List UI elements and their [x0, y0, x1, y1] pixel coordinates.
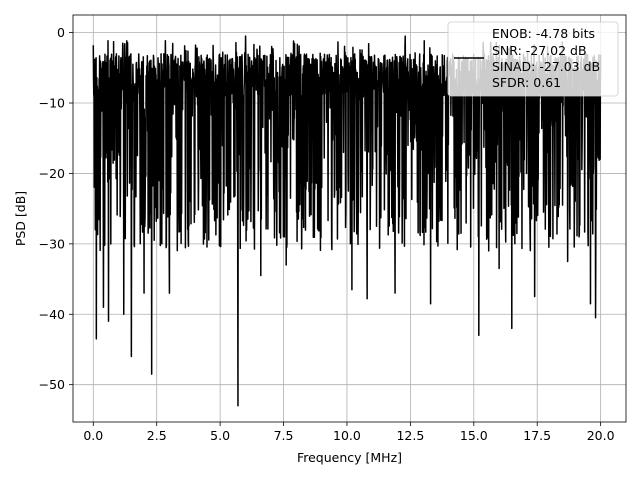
x-tick-label: 2.5: [147, 428, 167, 443]
legend-entry-sinad: SINAD: -27.03 dB: [492, 59, 600, 74]
x-tick-label: 10.0: [333, 428, 361, 443]
y-tick-label: −50: [39, 377, 65, 392]
series-layer: [92, 35, 602, 407]
x-tick-label: 0.0: [83, 428, 103, 443]
x-tick-label: 12.5: [396, 428, 424, 443]
plot-frame: [72, 14, 627, 423]
axis-ticks: [69, 32, 602, 426]
legend-box: [447, 21, 619, 97]
x-tick-label: 20.0: [587, 428, 615, 443]
y-tick-label: −30: [39, 236, 65, 251]
y-tick-label: −10: [39, 96, 65, 111]
x-tick-label: 5.0: [210, 428, 230, 443]
x-axis-label: Frequency [MHz]: [297, 450, 402, 465]
legend-entry-enob: ENOB: -4.78 bits: [492, 26, 595, 41]
x-tick-label: 15.0: [460, 428, 488, 443]
legend: ENOB: -4.78 bits SNR: -27.02 dB SINAD: -…: [447, 21, 619, 97]
legend-entry-sfdr: SFDR: 0.61: [492, 75, 561, 90]
y-tick-label: −20: [39, 166, 65, 181]
x-tick-label: 17.5: [523, 428, 551, 443]
y-axis-label: PSD [dB]: [13, 191, 28, 246]
x-tick-label: 7.5: [274, 428, 294, 443]
legend-entry-snr: SNR: -27.02 dB: [492, 43, 587, 58]
tick-labels: 0.0 2.5 5.0 7.5 10.0 12.5 15.0 17.5 20.0 0 −10 −20 −…: [39, 25, 615, 443]
psd-series-line: [92, 35, 602, 407]
y-tick-label: 0: [57, 25, 65, 40]
y-tick-label: −40: [39, 307, 65, 322]
